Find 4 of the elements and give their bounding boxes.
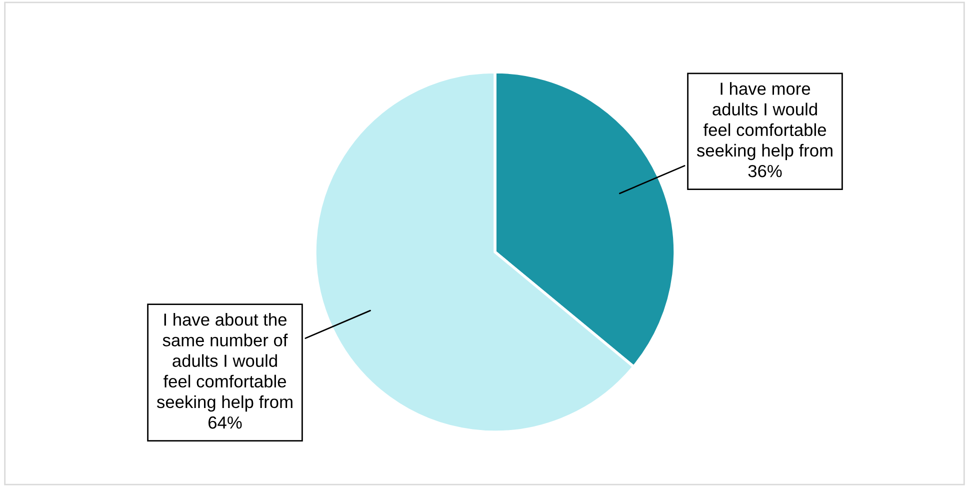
slice-label: I have more adults I would feel comfortable seeking help from: [696, 82, 832, 160]
slice-label: I have about the same number of adults I would feel comfortable seeking help from: [156, 313, 292, 412]
data-label: 64%: [208, 416, 242, 429]
data-label: 36%: [748, 164, 782, 178]
